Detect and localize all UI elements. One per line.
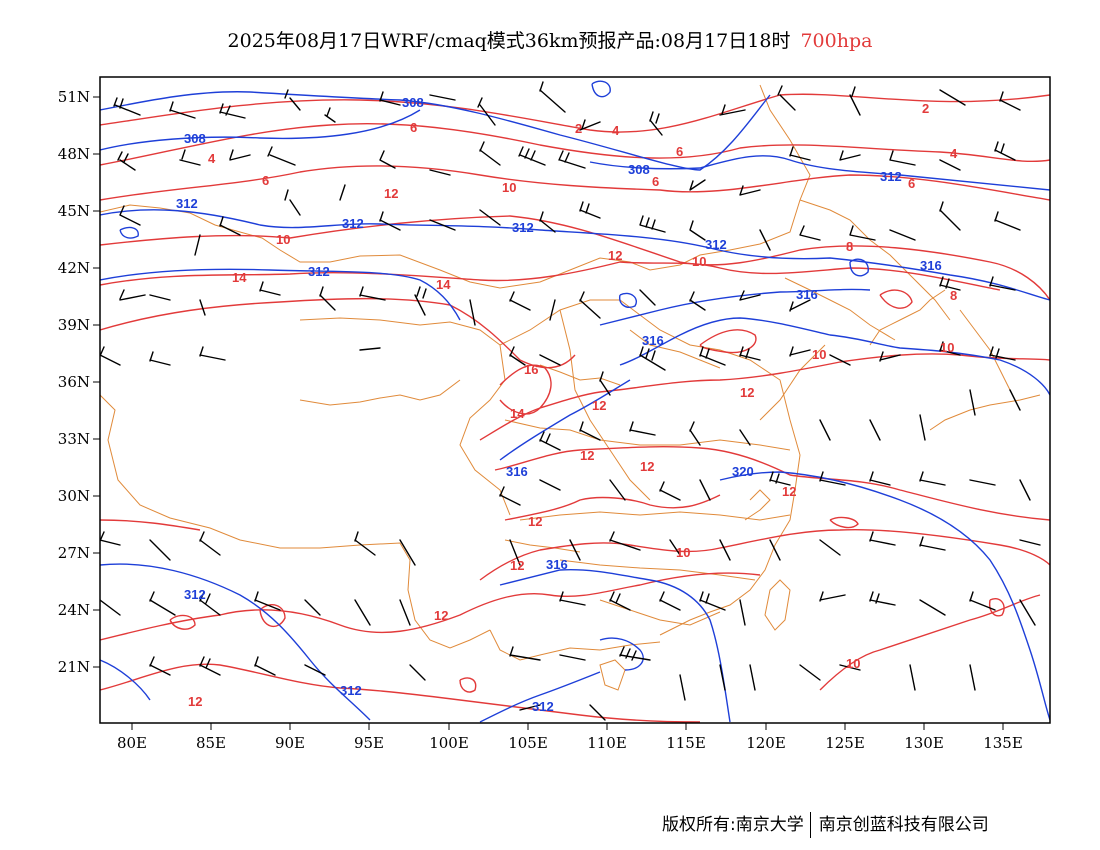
temperature-label: 2 [922, 101, 929, 116]
height-label: 316 [920, 258, 942, 273]
copyright-company: 南京创蓝科技有限公司 [818, 815, 989, 835]
height-label: 316 [796, 287, 818, 302]
temperature-contour-labels: 2 2 4 4 4 6 6 6 6 6 8 8 10 10 10 10 10 1… [188, 101, 958, 709]
temperature-label: 12 [384, 186, 398, 201]
temperature-label: 12 [608, 248, 622, 263]
temperature-label: 6 [652, 174, 659, 189]
temperature-label: 6 [676, 144, 683, 159]
map-title-main: 2025年08月17日WRF/cmaq模式36km预报产品:08月17日18时 [227, 30, 791, 52]
x-tick-label: 115E [666, 734, 706, 752]
temperature-label: 4 [208, 151, 216, 166]
y-tick-label: 21N [58, 658, 90, 676]
temperature-label: 12 [740, 385, 754, 400]
y-tick-label: 36N [58, 373, 90, 391]
x-axis-ticks: 80E 85E 90E 95E 100E 105E 110E 115E 120E… [117, 723, 1023, 752]
height-label: 312 [340, 683, 362, 698]
y-tick-label: 39N [58, 316, 90, 334]
temperature-label: 12 [592, 398, 606, 413]
y-tick-label: 27N [58, 544, 90, 562]
map-title: 2025年08月17日WRF/cmaq模式36km预报产品:08月17日18时 7… [0, 26, 1100, 53]
temperature-label: 12 [510, 558, 524, 573]
wind-barbs [100, 81, 1041, 721]
x-tick-label: 90E [275, 734, 305, 752]
height-label: 312 [880, 169, 902, 184]
temperature-label: 10 [276, 232, 290, 247]
temperature-label: 14 [232, 270, 247, 285]
temperature-label: 10 [846, 656, 860, 671]
temperature-label: 12 [640, 459, 654, 474]
y-tick-label: 24N [58, 601, 90, 619]
country-province-boundaries [100, 84, 1041, 691]
height-label: 308 [628, 162, 650, 177]
temperature-label: 12 [782, 484, 796, 499]
copyright-owner: 版权所有:南京大学 [662, 815, 804, 835]
temperature-contours [100, 93, 1050, 723]
x-tick-label: 120E [746, 734, 786, 752]
temperature-label: 10 [692, 254, 706, 269]
temperature-label: 4 [612, 123, 620, 138]
temperature-label: 12 [188, 694, 202, 709]
height-label: 312 [532, 699, 554, 714]
temperature-label: 4 [950, 146, 958, 161]
x-tick-label: 125E [825, 734, 865, 752]
geopotential-height-contours [100, 80, 1050, 723]
height-label: 312 [512, 220, 534, 235]
x-tick-label: 100E [429, 734, 469, 752]
x-tick-label: 105E [508, 734, 548, 752]
temperature-label: 8 [950, 288, 957, 303]
height-label: 312 [705, 237, 727, 252]
y-tick-label: 45N [58, 202, 90, 220]
height-label: 308 [184, 131, 206, 146]
height-label: 312 [308, 264, 330, 279]
x-tick-label: 85E [196, 734, 226, 752]
x-tick-label: 110E [587, 734, 627, 752]
map-title-level: 700hpa [800, 30, 873, 52]
y-tick-label: 30N [58, 487, 90, 505]
y-tick-label: 33N [58, 430, 90, 448]
temperature-label: 10 [676, 545, 690, 560]
temperature-label: 12 [580, 448, 594, 463]
temperature-label: 10 [940, 340, 954, 355]
height-label: 316 [506, 464, 528, 479]
y-axis-ticks: 51N 48N 45N 42N 39N 36N 33N 30N 27N 24N … [58, 88, 100, 676]
x-tick-label: 130E [904, 734, 944, 752]
temperature-label: 6 [262, 173, 269, 188]
height-label: 308 [402, 95, 424, 110]
height-label: 312 [184, 587, 206, 602]
copyright-divider [809, 812, 811, 838]
height-label: 320 [732, 464, 754, 479]
x-tick-label: 80E [117, 734, 147, 752]
height-label: 316 [642, 333, 664, 348]
height-label: 312 [342, 216, 364, 231]
y-tick-label: 51N [58, 88, 90, 106]
y-tick-label: 42N [58, 259, 90, 277]
height-label: 316 [546, 557, 568, 572]
height-label: 312 [176, 196, 198, 211]
temperature-label: 6 [410, 120, 417, 135]
temperature-label: 10 [812, 347, 826, 362]
copyright-notice: 版权所有:南京大学 南京创蓝科技有限公司 [662, 810, 989, 838]
temperature-label: 2 [575, 121, 582, 136]
temperature-label: 8 [846, 239, 853, 254]
temperature-label: 16 [524, 362, 538, 377]
temperature-label: 10 [502, 180, 516, 195]
temperature-label: 6 [908, 176, 915, 191]
temperature-label: 12 [528, 514, 542, 529]
temperature-label: 14 [510, 406, 525, 421]
plot-frame [99, 76, 1051, 724]
y-tick-label: 48N [58, 145, 90, 163]
height-contour-labels: 308 308 308 312 312 312 312 312 312 316 … [176, 95, 942, 714]
temperature-label: 12 [434, 608, 448, 623]
x-tick-label: 135E [983, 734, 1023, 752]
x-tick-label: 95E [354, 734, 384, 752]
temperature-label: 14 [436, 277, 451, 292]
